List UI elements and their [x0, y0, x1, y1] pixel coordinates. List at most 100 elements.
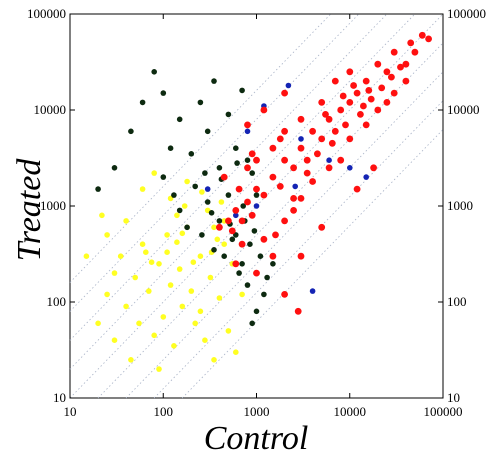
data-point — [347, 165, 353, 171]
data-point — [318, 223, 326, 231]
data-point — [253, 185, 260, 193]
data-point — [211, 357, 217, 363]
reference-line-7 — [69, 13, 360, 312]
data-point — [211, 224, 217, 231]
data-point — [294, 307, 302, 315]
data-point — [238, 240, 246, 248]
reference-line-0 — [69, 13, 444, 399]
data-point — [181, 203, 188, 209]
x-tick-label: 10 — [64, 404, 77, 419]
data-point — [346, 135, 354, 143]
data-point — [281, 127, 288, 135]
data-point — [214, 236, 221, 243]
data-point — [249, 170, 255, 176]
data-point — [297, 195, 305, 202]
data-point — [390, 48, 398, 56]
data-point — [176, 266, 183, 272]
data-point — [290, 195, 297, 202]
right-y-tick-label: 1000 — [447, 198, 473, 213]
data-point — [139, 186, 146, 192]
data-point — [204, 186, 211, 192]
data-point — [216, 218, 223, 224]
data-point — [136, 320, 142, 327]
data-point — [167, 145, 174, 151]
data-point — [297, 144, 305, 152]
data-point — [171, 343, 177, 349]
data-point — [132, 274, 138, 281]
data-point — [244, 157, 251, 163]
data-point — [350, 82, 357, 89]
data-point — [216, 165, 223, 171]
data-point — [239, 87, 245, 94]
data-point — [276, 135, 284, 143]
data-point — [95, 320, 101, 327]
data-point — [190, 259, 197, 266]
reference-line-6 — [69, 13, 388, 341]
data-point — [239, 261, 245, 267]
data-point — [225, 217, 232, 225]
data-point — [151, 332, 157, 339]
data-point — [197, 253, 204, 259]
data-point — [363, 174, 370, 180]
data-point — [270, 261, 276, 267]
data-point — [148, 259, 155, 266]
data-point — [281, 156, 288, 164]
data-point — [353, 185, 361, 193]
data-point — [104, 232, 110, 238]
data-point — [176, 116, 183, 123]
data-points — [83, 31, 432, 372]
data-point — [374, 60, 382, 68]
data-point — [164, 232, 170, 238]
data-point — [269, 173, 277, 181]
data-point — [309, 288, 316, 294]
data-point — [357, 111, 364, 118]
data-point — [188, 151, 195, 157]
data-point — [253, 269, 260, 277]
data-point — [160, 90, 167, 96]
data-point — [281, 291, 288, 298]
data-point — [309, 178, 316, 185]
data-point — [104, 291, 110, 298]
data-point — [151, 69, 157, 75]
data-point — [367, 95, 375, 103]
data-point — [235, 185, 243, 193]
data-point — [220, 173, 228, 181]
data-point — [360, 102, 367, 110]
data-point — [188, 288, 195, 294]
data-point — [269, 144, 277, 152]
data-point — [374, 106, 382, 114]
data-point — [253, 156, 260, 164]
data-point — [197, 99, 204, 106]
data-point — [211, 78, 217, 84]
y-tick-label: 10 — [53, 390, 66, 405]
data-point — [160, 314, 167, 320]
data-point — [390, 89, 398, 97]
data-point — [232, 260, 240, 268]
y-tick-label: 1000 — [40, 198, 66, 213]
right-y-tick-label: 100 — [447, 294, 467, 309]
data-point — [251, 228, 258, 234]
data-point — [370, 164, 377, 172]
data-point — [164, 249, 170, 255]
data-point — [248, 211, 256, 219]
right-y-tick-label: 100000 — [447, 6, 486, 21]
data-point — [221, 241, 227, 247]
x-tick-label: 100000 — [424, 404, 463, 419]
data-point — [383, 99, 391, 106]
reference-line-5 — [69, 13, 416, 370]
data-point — [192, 320, 198, 327]
reference-line-3 — [125, 71, 444, 399]
data-point — [383, 68, 391, 76]
data-point — [229, 236, 236, 243]
data-point — [346, 99, 354, 106]
data-point — [281, 89, 288, 97]
reference-line-1 — [182, 129, 444, 399]
data-point — [156, 261, 162, 267]
data-point — [211, 247, 217, 253]
data-point — [236, 270, 242, 276]
data-point — [303, 169, 311, 177]
data-point — [204, 128, 211, 135]
y-tick-label: 100000 — [27, 6, 66, 21]
data-point — [337, 106, 345, 114]
